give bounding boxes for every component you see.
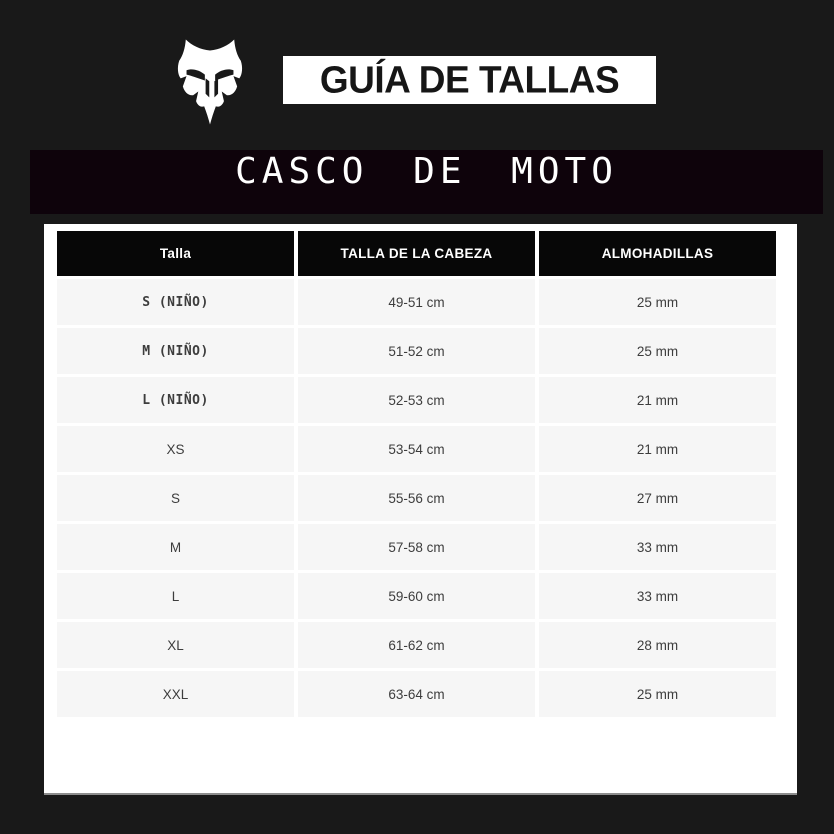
column-header-head-size: TALLA DE LA CABEZA: [298, 231, 535, 276]
padding-cell: 25 mm: [539, 671, 776, 717]
head-size-cell: 59-60 cm: [298, 573, 535, 619]
padding-cell: 25 mm: [539, 328, 776, 374]
column-header-talla: Talla: [57, 231, 294, 276]
size-cell: XL: [57, 622, 294, 668]
size-cell: XS: [57, 426, 294, 472]
head-size-cell: 61-62 cm: [298, 622, 535, 668]
head-size-cell: 63-64 cm: [298, 671, 535, 717]
fox-head-icon: [177, 39, 243, 125]
head-size-cell: 51-52 cm: [298, 328, 535, 374]
padding-cell: 25 mm: [539, 279, 776, 325]
size-cell: L: [57, 573, 294, 619]
padding-cell: 33 mm: [539, 524, 776, 570]
head-size-cell: 57-58 cm: [298, 524, 535, 570]
size-cell: S (NIÑO): [57, 279, 294, 325]
column-header-pads: ALMOHADILLAS: [539, 231, 776, 276]
padding-cell: 27 mm: [539, 475, 776, 521]
head-size-cell: 53-54 cm: [298, 426, 535, 472]
size-cell: L (NIÑO): [57, 377, 294, 423]
size-cell: M: [57, 524, 294, 570]
subtitle-text: CASCO DE MOTO: [235, 150, 618, 192]
head-size-cell: 49-51 cm: [298, 279, 535, 325]
size-cell: XXL: [57, 671, 294, 717]
table-panel: Talla TALLA DE LA CABEZA ALMOHADILLAS S …: [44, 224, 797, 795]
padding-cell: 28 mm: [539, 622, 776, 668]
padding-cell: 21 mm: [539, 426, 776, 472]
subtitle-band: CASCO DE MOTO: [30, 150, 823, 214]
padding-cell: 33 mm: [539, 573, 776, 619]
size-cell: M (NIÑO): [57, 328, 294, 374]
head-size-cell: 52-53 cm: [298, 377, 535, 423]
title-box: GUÍA DE TALLAS: [283, 56, 656, 104]
size-table: Talla TALLA DE LA CABEZA ALMOHADILLAS S …: [57, 231, 776, 717]
padding-cell: 21 mm: [539, 377, 776, 423]
size-cell: S: [57, 475, 294, 521]
page-title: GUÍA DE TALLAS: [319, 58, 620, 101]
head-size-cell: 55-56 cm: [298, 475, 535, 521]
